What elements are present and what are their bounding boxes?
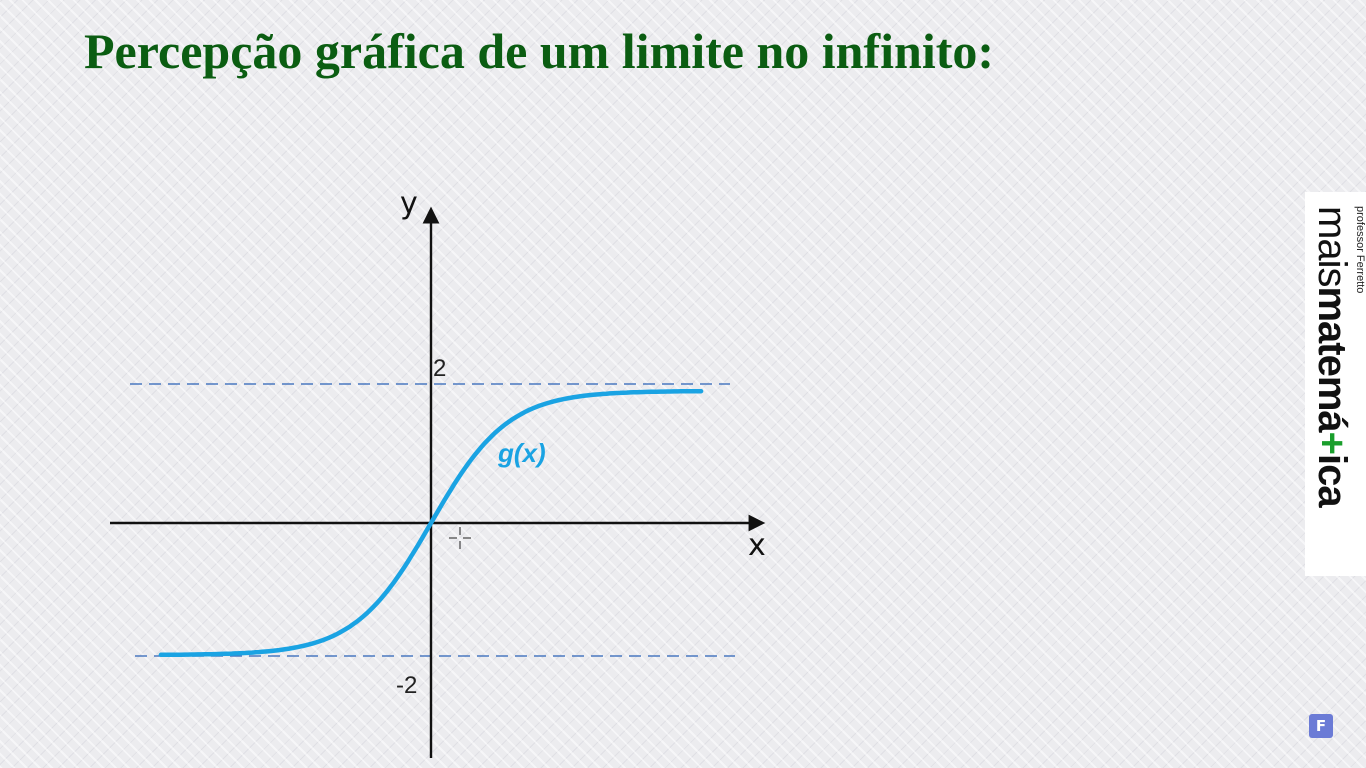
function-label: g(x) (497, 438, 546, 468)
x-axis-label: x (748, 528, 766, 563)
brand-name-a: á (1310, 410, 1354, 432)
y-axis-label: y (400, 186, 418, 221)
page-title: Percepção gráfica de um limite no infini… (84, 23, 995, 79)
brand-plus-icon: + (1310, 431, 1354, 455)
brand-subtitle: professor Ferretto (1354, 206, 1366, 294)
crosshair-cursor-icon (449, 527, 471, 549)
lower-tick-label: -2 (396, 672, 417, 699)
function-curve (158, 388, 704, 658)
brand-name-bold: matem (1310, 286, 1354, 411)
brand-name-light: mais (1310, 206, 1354, 287)
brand-name: maismatemá+ica (1310, 206, 1354, 566)
f-logo-icon: F (1309, 714, 1333, 738)
brand-name-end: ica (1310, 454, 1354, 507)
brand-logo: professor Ferretto maismatemá+ica (1305, 192, 1366, 576)
upper-tick-label: 2 (433, 355, 446, 382)
